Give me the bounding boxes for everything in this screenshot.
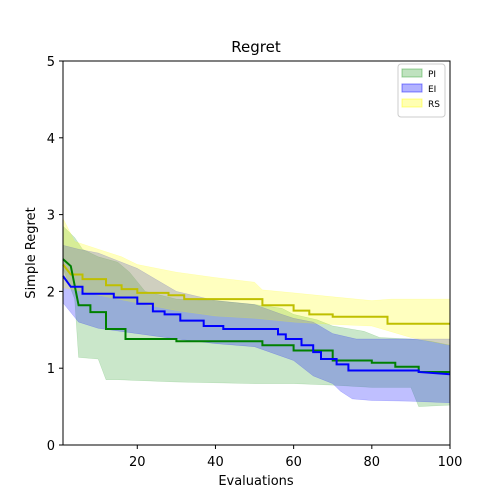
line-rs (62, 263, 450, 325)
y-tick-label: 0 (47, 439, 55, 454)
x-tick-label: 80 (364, 455, 381, 470)
x-axis-label: Evaluations (218, 474, 294, 489)
x-tick-label: 100 (438, 455, 463, 470)
legend-label-pi: PI (428, 70, 436, 80)
y-tick-label: 1 (47, 362, 55, 377)
line-pi (62, 258, 450, 373)
legend-label-ei: EI (428, 85, 436, 95)
plot-frame (62, 60, 451, 446)
y-tick-label: 2 (47, 285, 55, 300)
y-axis: 0 1 2 3 4 5 (47, 55, 63, 454)
x-tick-label: 20 (129, 455, 146, 470)
line-ei (62, 275, 451, 376)
bands-layer (62, 218, 451, 407)
y-tick-label: 4 (47, 132, 55, 147)
legend-label-rs: RS (428, 100, 440, 110)
legend-box (397, 63, 446, 118)
legend-swatch-ei (401, 83, 423, 93)
y-tick-label: 3 (47, 209, 55, 224)
x-axis: 20 40 60 80 100 (129, 445, 462, 470)
lines-layer (62, 258, 451, 376)
legend-swatch-pi (401, 68, 423, 78)
chart-title: Regret (231, 38, 281, 56)
x-tick-label: 40 (207, 455, 224, 470)
y-axis-label: Simple Regret (24, 207, 39, 298)
x-tick-label: 60 (285, 455, 302, 470)
legend: PI EI RS (397, 63, 446, 118)
legend-swatch-rs (401, 98, 423, 108)
y-tick-label: 5 (47, 55, 55, 70)
